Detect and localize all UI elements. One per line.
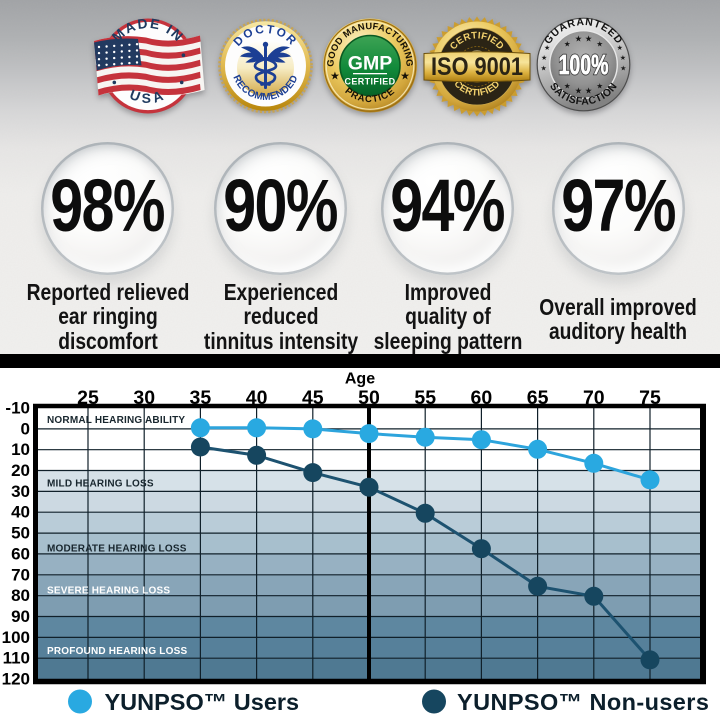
svg-text:★: ★ [585, 86, 593, 96]
svg-text:YUNPSO™ Non-users: YUNPSO™ Non-users [457, 689, 709, 715]
svg-text:30: 30 [11, 482, 30, 501]
svg-text:Age: Age [345, 371, 375, 388]
svg-text:60: 60 [11, 544, 30, 563]
svg-text:★: ★ [620, 54, 626, 62]
svg-text:65: 65 [527, 387, 549, 409]
svg-text:75: 75 [639, 387, 661, 409]
svg-text:NORMAL HEARING ABILITY: NORMAL HEARING ABILITY [47, 415, 185, 426]
svg-text:★: ★ [596, 40, 603, 49]
svg-text:★: ★ [564, 81, 571, 90]
svg-text:80: 80 [11, 586, 30, 605]
svg-text:20: 20 [11, 461, 30, 480]
svg-text:110: 110 [3, 649, 30, 668]
svg-text:30: 30 [133, 387, 155, 409]
svg-text:★: ★ [617, 44, 623, 52]
svg-text:★: ★ [575, 34, 583, 44]
svg-text:★: ★ [575, 86, 583, 96]
svg-text:-10: -10 [5, 399, 30, 418]
svg-text:CERTIFIED: CERTIFIED [344, 77, 395, 87]
svg-text:100%: 100% [559, 49, 609, 80]
svg-text:35: 35 [190, 387, 212, 409]
svg-text:120: 120 [2, 670, 30, 689]
svg-text:45: 45 [302, 387, 324, 409]
svg-text:YUNPSO™ Users: YUNPSO™ Users [105, 689, 300, 715]
svg-text:50: 50 [358, 387, 380, 409]
svg-text:55: 55 [414, 387, 436, 409]
svg-text:GMP: GMP [348, 53, 392, 75]
svg-text:★: ★ [585, 34, 593, 44]
svg-text:50: 50 [11, 524, 30, 543]
svg-text:40: 40 [246, 387, 268, 409]
svg-text:MILD HEARING LOSS: MILD HEARING LOSS [47, 479, 154, 490]
svg-text:100%: 100% [559, 49, 609, 80]
svg-text:0: 0 [21, 419, 30, 438]
svg-text:★: ★ [620, 65, 626, 73]
svg-text:70: 70 [11, 565, 30, 584]
svg-text:★: ★ [541, 65, 547, 73]
svg-text:70: 70 [583, 387, 605, 409]
svg-text:MODERATE HEARING LOSS: MODERATE HEARING LOSS [47, 544, 187, 555]
svg-text:90: 90 [11, 607, 30, 626]
svg-text:60: 60 [471, 387, 493, 409]
svg-text:★: ★ [541, 54, 547, 62]
svg-text:★: ★ [564, 40, 571, 49]
svg-text:ISO 9001: ISO 9001 [431, 53, 523, 81]
svg-text:★: ★ [330, 71, 340, 83]
svg-text:10: 10 [11, 440, 30, 459]
svg-text:SEVERE HEARING LOSS: SEVERE HEARING LOSS [47, 586, 170, 597]
svg-text:USA: USA [128, 86, 169, 106]
svg-text:25: 25 [77, 387, 99, 409]
svg-text:★: ★ [596, 81, 603, 90]
svg-text:PROFOUND HEARING LOSS: PROFOUND HEARING LOSS [47, 646, 187, 657]
svg-text:40: 40 [11, 503, 30, 522]
svg-text:100: 100 [2, 628, 30, 647]
svg-text:★: ★ [544, 44, 550, 52]
svg-text:★: ★ [400, 71, 410, 83]
